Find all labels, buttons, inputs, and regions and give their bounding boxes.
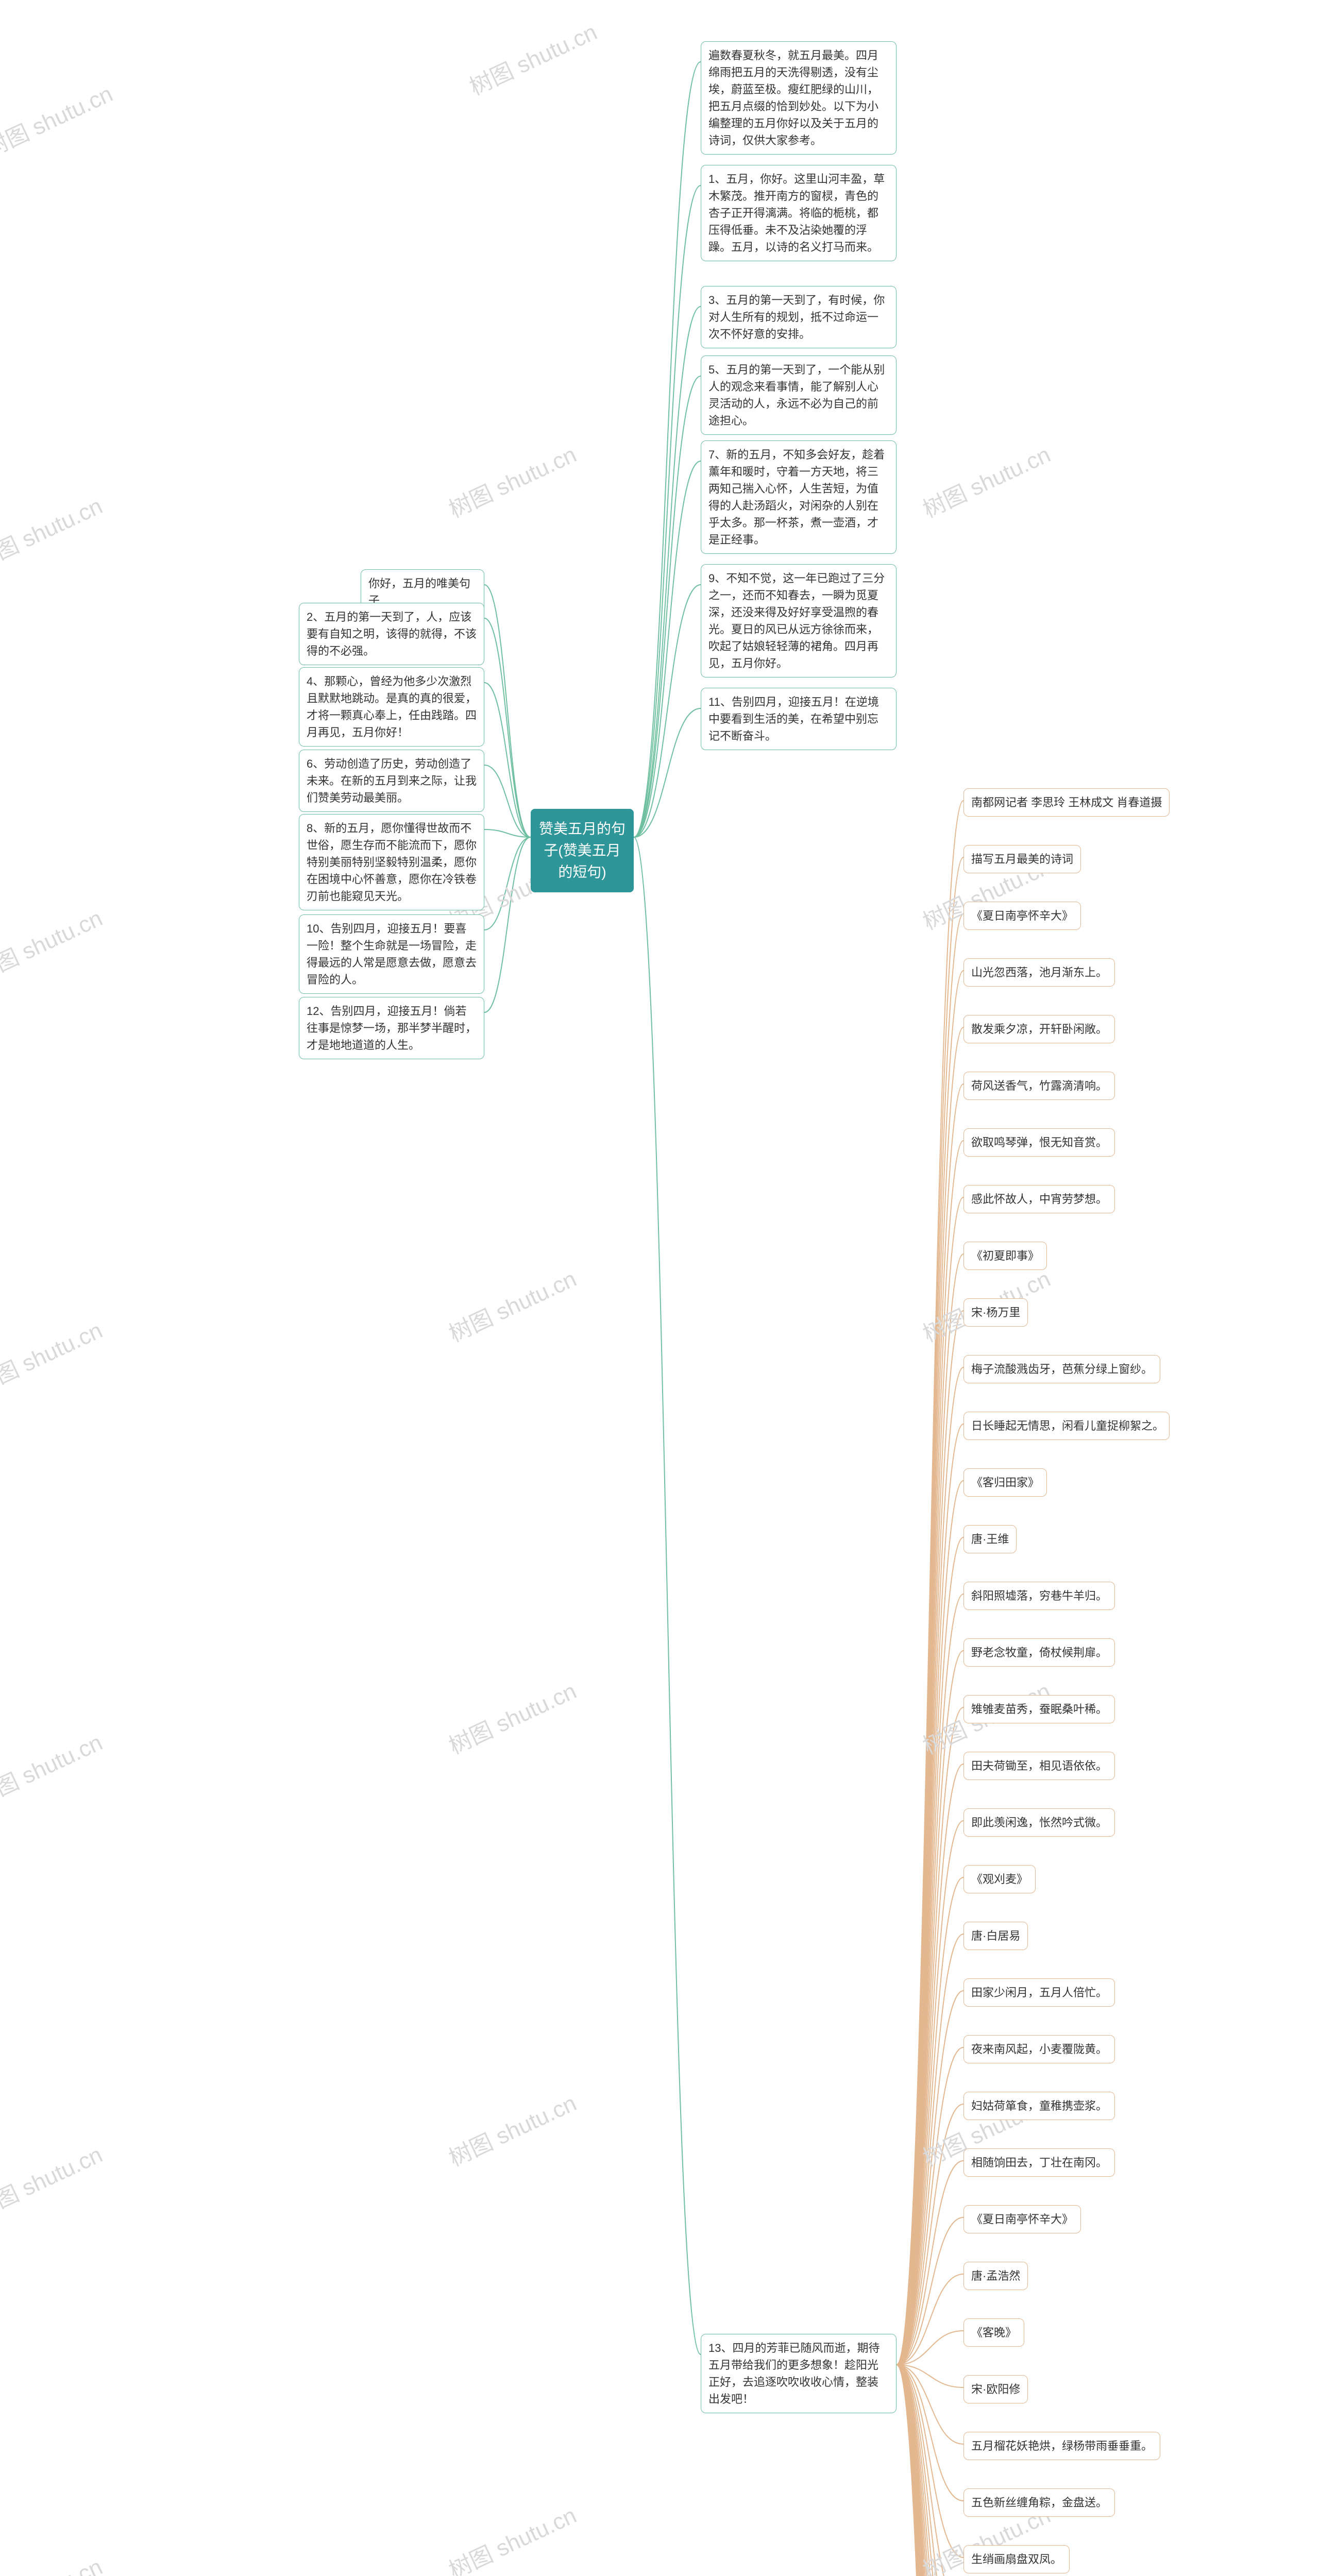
level2-node[interactable]: 唐·白居易 — [963, 1922, 1028, 1950]
level2-node[interactable]: 梅子流酸溅齿牙，芭蕉分绿上窗纱。 — [963, 1355, 1160, 1383]
mindmap-canvas: 树图 shutu.cn 树图 shutu.cn 树图 shutu.cn 树图 shut… — [0, 0, 1319, 2576]
level2-node[interactable]: 雉雊麦苗秀，蚕眠桑叶稀。 — [963, 1695, 1115, 1723]
level2-node[interactable]: 相随饷田去，丁壮在南冈。 — [963, 2148, 1115, 2177]
level1-node-left[interactable]: 2、五月的第一天到了，人，应该要有自知之明，该得的就得，不该得的不必强。 — [299, 603, 484, 665]
level2-node[interactable]: 散发乘夕凉，开轩卧闲敞。 — [963, 1015, 1115, 1043]
level2-node[interactable]: 《客晚》 — [963, 2318, 1024, 2347]
level1-node-right[interactable]: 3、五月的第一天到了，有时候，你对人生所有的规划，抵不过命运一次不怀好意的安排。 — [701, 286, 897, 348]
watermark: 树图 shutu.cn — [0, 900, 107, 988]
level2-node[interactable]: 描写五月最美的诗词 — [963, 845, 1081, 873]
level1-node-right[interactable]: 5、五月的第一天到了，一个能从别人的观念来看事情，能了解别人心灵活动的人，永远不… — [701, 355, 897, 435]
level2-node[interactable]: 日长睡起无情思，闲看儿童捉柳絮之。 — [963, 1412, 1170, 1440]
root-node[interactable]: 赞美五月的句子(赞美五月的短句) — [531, 809, 634, 892]
level1-node-right[interactable]: 11、告别四月，迎接五月！在逆境中要看到生活的美，在希望中别忘记不断奋斗。 — [701, 688, 897, 750]
watermark: 树图 shutu.cn — [463, 14, 602, 102]
level2-node[interactable]: 生绡画扇盘双凤。 — [963, 2545, 1070, 2573]
watermark: 树图 shutu.cn — [0, 488, 107, 576]
level2-node[interactable]: 田家少闲月，五月人倍忙。 — [963, 1978, 1115, 2007]
level1-node-left[interactable]: 6、劳动创造了历史，劳动创造了未来。在新的五月到来之际，让我们赞美劳动最美丽。 — [299, 750, 484, 812]
level2-node[interactable]: 五色新丝缠角粽，金盘送。 — [963, 2488, 1115, 2517]
level2-node[interactable]: 欲取鸣琴弹，恨无知音赏。 — [963, 1128, 1115, 1157]
level2-node[interactable]: 妇姑荷箪食，童稚携壶浆。 — [963, 2092, 1115, 2120]
level1-node-left[interactable]: 12、告别四月，迎接五月！倘若往事是惊梦一场，那半梦半醒时，才是地地道道的人生。 — [299, 997, 484, 1059]
level2-node[interactable]: 五月榴花妖艳烘，绿杨带雨垂垂重。 — [963, 2432, 1160, 2460]
watermark: 树图 shutu.cn — [0, 1724, 107, 1812]
level2-node[interactable]: 唐·王维 — [963, 1525, 1017, 1553]
level2-node[interactable]: 《夏日南亭怀辛大》 — [963, 2205, 1081, 2233]
level2-node[interactable]: 宋·杨万里 — [963, 1298, 1028, 1327]
watermark: 树图 shutu.cn — [0, 2549, 107, 2576]
level2-node[interactable]: 感此怀故人，中宵劳梦想。 — [963, 1185, 1115, 1213]
level2-node[interactable]: 田夫荷锄至，相见语依依。 — [963, 1752, 1115, 1780]
level2-node[interactable]: 《客归田家》 — [963, 1468, 1047, 1497]
level1-node-right[interactable]: 7、新的五月，不知多会好友，趁着薰年和暖时，守着一方天地，将三两知己揣入心怀，人… — [701, 440, 897, 554]
level2-node[interactable]: 即此羡闲逸，怅然吟式微。 — [963, 1808, 1115, 1837]
level2-node[interactable]: 山光忽西落，池月渐东上。 — [963, 958, 1115, 987]
level1-node-left[interactable]: 10、告别四月，迎接五月！要喜一险！整个生命就是一场冒险，走得最远的人常是愿意去… — [299, 914, 484, 994]
watermark: 树图 shutu.cn — [443, 1673, 581, 1761]
watermark: 树图 shutu.cn — [917, 436, 1055, 524]
level2-node[interactable]: 斜阳照墟落，穷巷牛羊归。 — [963, 1582, 1115, 1610]
level2-node[interactable]: 《夏日南亭怀辛大》 — [963, 902, 1081, 930]
level1-node-right[interactable]: 9、不知不觉，这一年已跑过了三分之一，还而不知春去，一瞬为觅夏深，还没来得及好好… — [701, 564, 897, 677]
watermark: 树图 shutu.cn — [0, 76, 117, 164]
level2-node[interactable]: 宋·欧阳修 — [963, 2375, 1028, 2403]
level2-node[interactable]: 夜来南风起，小麦覆陇黄。 — [963, 2035, 1115, 2063]
watermark: 树图 shutu.cn — [443, 2085, 581, 2173]
watermark: 树图 shutu.cn — [0, 1312, 107, 1400]
watermark: 树图 shutu.cn — [443, 2497, 581, 2576]
level2-node[interactable]: 《初夏即事》 — [963, 1242, 1047, 1270]
level2-node[interactable]: 荷风送香气，竹露滴清响。 — [963, 1072, 1115, 1100]
level2-node[interactable]: 南都网记者 李思玲 王林成文 肖春道摄 — [963, 788, 1170, 817]
level1-node-right[interactable]: 13、四月的芳菲已随风而逝，期待五月带给我们的更多想象！趁阳光正好，去追逐吹吹收… — [701, 2334, 897, 2413]
level2-node[interactable]: 唐·孟浩然 — [963, 2262, 1028, 2290]
watermark: 树图 shutu.cn — [443, 1261, 581, 1349]
level1-node-right[interactable]: 1、五月，你好。这里山河丰盈，草木繁茂。推开南方的窗棂，青色的杏子正开得漓满。将… — [701, 165, 897, 261]
level1-node-right[interactable]: 遍数春夏秋冬，就五月最美。四月绵雨把五月的天洗得剔透，没有尘埃，蔚蓝至极。瘦红肥… — [701, 41, 897, 155]
watermark: 树图 shutu.cn — [0, 2137, 107, 2225]
level1-node-left[interactable]: 8、新的五月，愿你懂得世故而不世俗，愿生存而不能流而下，愿你特别美丽特别坚毅特别… — [299, 814, 484, 910]
level1-node-left[interactable]: 4、那颗心，曾经为他多少次激烈且默默地跳动。是真的真的很爱，才将一颗真心奉上，任… — [299, 667, 484, 747]
level2-node[interactable]: 《观刈麦》 — [963, 1865, 1036, 1893]
watermark: 树图 shutu.cn — [443, 436, 581, 524]
level2-node[interactable]: 野老念牧童，倚杖候荆扉。 — [963, 1638, 1115, 1667]
